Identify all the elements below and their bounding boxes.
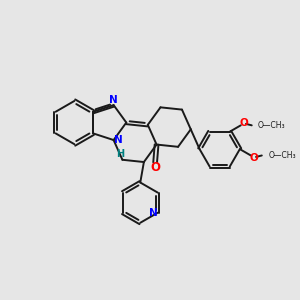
- Text: N: N: [149, 208, 158, 218]
- Text: N: N: [109, 95, 118, 105]
- Text: H: H: [116, 149, 124, 159]
- Text: O—CH₃: O—CH₃: [258, 121, 286, 130]
- Text: N: N: [114, 135, 123, 145]
- Text: O: O: [150, 161, 160, 174]
- Text: O: O: [250, 152, 258, 163]
- Text: O—CH₃: O—CH₃: [268, 151, 296, 160]
- Text: O: O: [240, 118, 248, 128]
